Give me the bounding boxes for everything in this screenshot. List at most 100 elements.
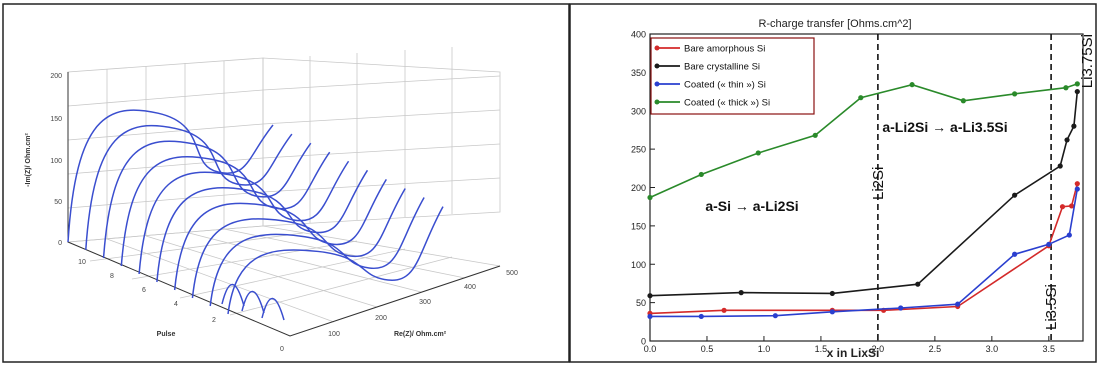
y-tick-label: 50 bbox=[636, 298, 646, 308]
pulse-tick-label: 8 bbox=[110, 273, 114, 280]
phase-boundary-label: Li3.5Si bbox=[1043, 284, 1060, 330]
side-wall-grid bbox=[67, 57, 264, 243]
y-tick-label: 0 bbox=[641, 337, 646, 347]
nyquist-curve bbox=[221, 283, 245, 307]
data-point bbox=[1069, 203, 1075, 209]
x-tick-label: 3.5 bbox=[1043, 344, 1056, 354]
3d-axes bbox=[67, 72, 501, 337]
series-line bbox=[650, 188, 1079, 318]
nyquist-curves bbox=[67, 109, 444, 321]
data-point bbox=[1074, 186, 1080, 192]
data-point bbox=[1012, 251, 1018, 257]
nyquist-curve bbox=[173, 179, 387, 291]
left-panel-frame bbox=[2, 3, 570, 363]
data-point bbox=[858, 95, 864, 101]
pulse-tick-label: 6 bbox=[142, 287, 146, 294]
data-point bbox=[1046, 241, 1052, 247]
z-axis-label: -Im(Z)/ Ohm.cm² bbox=[25, 133, 32, 187]
series-lines bbox=[647, 81, 1080, 320]
legend-marker bbox=[654, 99, 660, 105]
data-point bbox=[1012, 91, 1018, 97]
data-point bbox=[647, 194, 653, 201]
annotation-phase-2: a-Li2Si → a-Li3.5Si bbox=[882, 119, 1007, 135]
data-point bbox=[1074, 181, 1080, 187]
re-tick-label: 200 bbox=[375, 315, 387, 322]
re-tick-label: 300 bbox=[419, 299, 431, 306]
data-point bbox=[812, 132, 818, 138]
x-tick-label: 2.0 bbox=[872, 344, 885, 354]
data-point bbox=[960, 98, 966, 104]
data-point bbox=[1059, 204, 1066, 210]
x-tick-label: 2.5 bbox=[929, 344, 942, 354]
data-point bbox=[898, 305, 904, 311]
pulse-tick-label: 4 bbox=[174, 301, 178, 308]
data-point bbox=[915, 281, 921, 287]
rct-line-chart: R-charge transfer [Ohms.cm^2] 0 50 100 150 2… bbox=[631, 18, 1096, 360]
data-point bbox=[829, 309, 835, 315]
legend: Bare amorphous Si Bare crystalline Si Coat… bbox=[650, 37, 815, 115]
nyquist-curve bbox=[241, 290, 265, 314]
y-tick-label: 300 bbox=[631, 106, 646, 116]
re-tick-label: 400 bbox=[464, 284, 476, 291]
y-tick-label: 100 bbox=[631, 260, 646, 270]
pulse-tick-label: 10 bbox=[78, 259, 86, 266]
x-tick-label: 0.5 bbox=[701, 344, 714, 354]
data-point bbox=[698, 313, 704, 320]
data-point bbox=[647, 293, 653, 299]
x-tick-label: 1.5 bbox=[815, 344, 828, 354]
y-tick-label: 400 bbox=[631, 30, 646, 40]
y-tick-label: 250 bbox=[631, 145, 646, 155]
data-point bbox=[1071, 123, 1077, 129]
re-tick-label: 500 bbox=[506, 270, 518, 277]
chart-title: R-charge transfer [Ohms.cm^2] bbox=[758, 18, 911, 30]
annotation-li375si: Li3.75Si bbox=[1079, 34, 1096, 88]
data-point bbox=[955, 301, 961, 307]
pulse-tick-label: 2 bbox=[212, 317, 216, 324]
x-tick-label: 0.0 bbox=[644, 344, 657, 354]
data-point bbox=[1074, 88, 1080, 95]
back-wall-grid bbox=[262, 47, 501, 227]
z-tick-label: 150 bbox=[50, 116, 62, 123]
data-point bbox=[1064, 137, 1070, 143]
x-tick-label: 3.0 bbox=[986, 344, 999, 354]
nyquist-curve bbox=[209, 197, 425, 307]
data-point bbox=[755, 150, 761, 156]
series-line bbox=[649, 83, 1078, 199]
y-axis: 0 50 100 150 200 250 300 350 400 bbox=[631, 30, 655, 347]
data-point bbox=[721, 307, 727, 313]
legend-label: Coated (« thin ») Si bbox=[684, 80, 766, 91]
data-point bbox=[829, 290, 835, 297]
legend-marker bbox=[654, 45, 660, 51]
y-tick-label: 150 bbox=[631, 221, 646, 231]
legend-label: Bare crystalline Si bbox=[684, 62, 760, 73]
nyquist-curve bbox=[156, 169, 369, 283]
nyquist-curve bbox=[227, 206, 444, 315]
right-panel-frame bbox=[569, 3, 1097, 363]
data-point bbox=[909, 82, 915, 88]
re-tick-label: 0 bbox=[280, 346, 284, 353]
re-tick-label: 100 bbox=[328, 331, 340, 338]
data-point bbox=[1074, 81, 1080, 87]
floor-grid bbox=[67, 225, 501, 337]
pulse-axis-label: Pulse bbox=[157, 331, 176, 338]
nyquist-curve bbox=[102, 140, 312, 259]
data-point bbox=[698, 171, 704, 178]
nyquist-curve bbox=[85, 124, 293, 251]
legend-label: Coated (« thick ») Si bbox=[684, 98, 770, 109]
z-tick-label: 50 bbox=[54, 199, 62, 206]
data-point bbox=[738, 290, 744, 296]
legend-label: Bare amorphous Si bbox=[684, 44, 765, 55]
re-axis-label: Re(Z)/ Ohm.cm² bbox=[394, 331, 447, 338]
legend-marker bbox=[654, 81, 660, 87]
x-axis: 0.0 0.5 1.0 1.5 2.0 2.5 3.0 3.5 bbox=[644, 336, 1055, 354]
nyquist-3d-plot: 0 50 100 150 200 -Im(Z)/ Ohm.cm² 2 4 6 8… bbox=[25, 47, 518, 353]
nyquist-curve bbox=[191, 188, 406, 299]
data-point bbox=[1012, 192, 1018, 198]
y-tick-label: 200 bbox=[631, 183, 646, 193]
z-tick-label: 100 bbox=[50, 158, 62, 165]
nyquist-curve bbox=[261, 297, 285, 321]
phase-boundary-label: Li2Si bbox=[870, 167, 887, 200]
nyquist-curve bbox=[67, 109, 274, 243]
x-tick-label: 1.0 bbox=[758, 344, 771, 354]
